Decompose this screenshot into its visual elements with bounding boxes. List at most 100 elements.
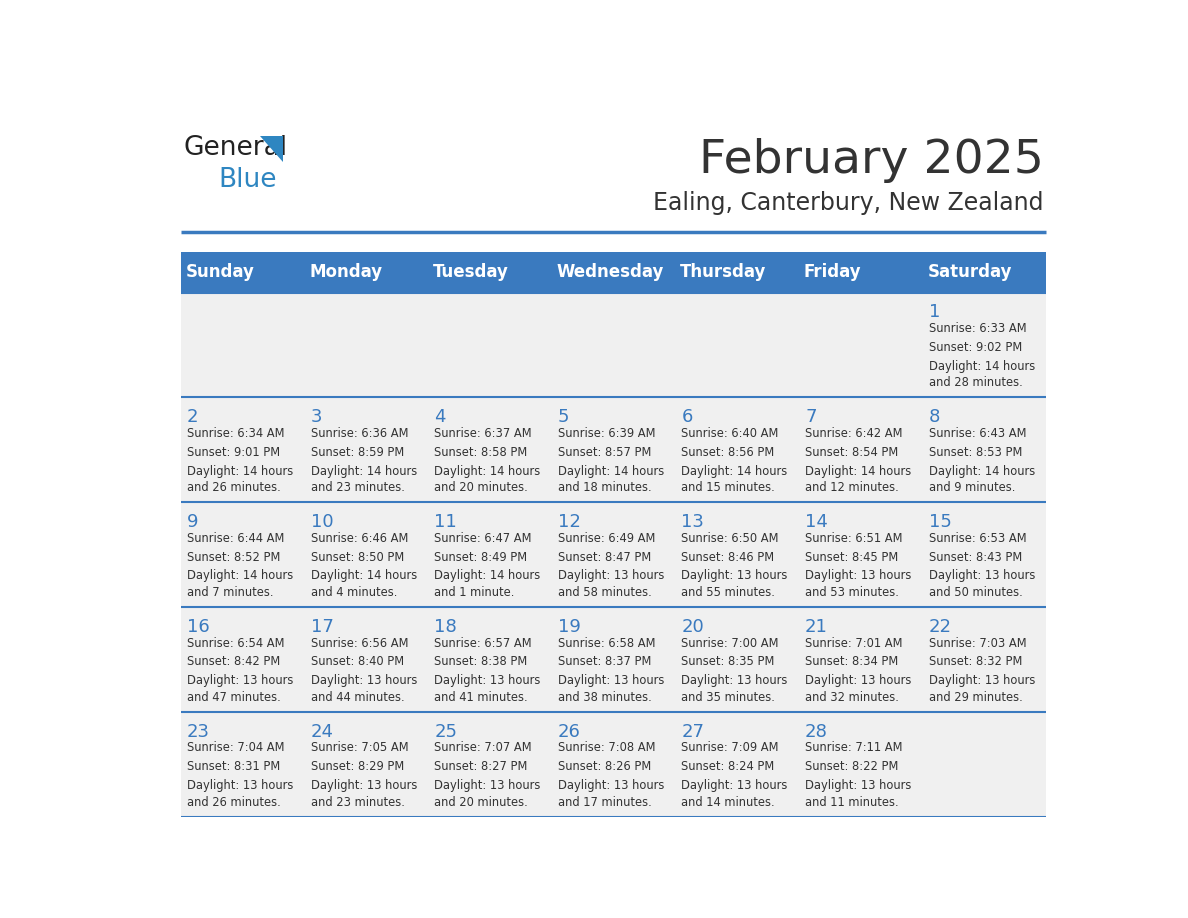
Bar (181, 502, 1047, 607)
Text: Sunrise: 6:36 AM: Sunrise: 6:36 AM (310, 427, 407, 440)
Text: Daylight: 13 hours: Daylight: 13 hours (187, 779, 293, 792)
Text: and 41 minutes.: and 41 minutes. (434, 691, 527, 704)
Text: Sunset: 8:53 PM: Sunset: 8:53 PM (929, 445, 1022, 459)
Text: Sunset: 8:57 PM: Sunset: 8:57 PM (558, 445, 651, 459)
Text: Daylight: 14 hours: Daylight: 14 hours (805, 465, 911, 477)
Text: 1: 1 (929, 303, 940, 321)
Text: Monday: Monday (309, 263, 383, 281)
Text: Sunset: 8:37 PM: Sunset: 8:37 PM (558, 655, 651, 668)
Text: 16: 16 (187, 618, 209, 635)
Text: 18: 18 (434, 618, 457, 635)
Text: and 23 minutes.: and 23 minutes. (310, 796, 404, 809)
Text: 24: 24 (310, 722, 334, 741)
Text: Sunrise: 7:03 AM: Sunrise: 7:03 AM (929, 636, 1026, 650)
Text: Sunrise: 7:05 AM: Sunrise: 7:05 AM (310, 742, 409, 755)
Text: Daylight: 13 hours: Daylight: 13 hours (682, 675, 788, 688)
Text: Daylight: 13 hours: Daylight: 13 hours (805, 675, 911, 688)
Text: and 9 minutes.: and 9 minutes. (929, 481, 1015, 495)
Text: and 4 minutes.: and 4 minutes. (310, 587, 397, 599)
Text: Daylight: 13 hours: Daylight: 13 hours (682, 569, 788, 582)
Text: 10: 10 (310, 513, 333, 531)
Text: 2: 2 (187, 408, 198, 426)
Text: and 12 minutes.: and 12 minutes. (805, 481, 899, 495)
Text: 28: 28 (805, 722, 828, 741)
Text: Sunrise: 6:58 AM: Sunrise: 6:58 AM (558, 636, 656, 650)
Text: 26: 26 (558, 722, 581, 741)
Text: and 26 minutes.: and 26 minutes. (187, 481, 280, 495)
Text: Daylight: 14 hours: Daylight: 14 hours (310, 465, 417, 477)
Text: 8: 8 (929, 408, 940, 426)
Text: and 55 minutes.: and 55 minutes. (682, 587, 776, 599)
Text: 4: 4 (434, 408, 446, 426)
Text: Sunrise: 7:09 AM: Sunrise: 7:09 AM (682, 742, 779, 755)
Text: and 15 minutes.: and 15 minutes. (682, 481, 776, 495)
Bar (181, 397, 1047, 502)
Text: 9: 9 (187, 513, 198, 531)
Text: Daylight: 13 hours: Daylight: 13 hours (558, 675, 664, 688)
Text: and 11 minutes.: and 11 minutes. (805, 796, 898, 809)
Text: Sunset: 9:02 PM: Sunset: 9:02 PM (929, 341, 1022, 353)
Text: Sunrise: 6:46 AM: Sunrise: 6:46 AM (310, 532, 407, 544)
Text: February 2025: February 2025 (699, 139, 1043, 184)
Text: Saturday: Saturday (928, 263, 1012, 281)
Text: Sunrise: 7:00 AM: Sunrise: 7:00 AM (682, 636, 779, 650)
Text: Sunrise: 7:07 AM: Sunrise: 7:07 AM (434, 742, 532, 755)
Text: Sunrise: 7:08 AM: Sunrise: 7:08 AM (558, 742, 656, 755)
Text: Sunrise: 6:49 AM: Sunrise: 6:49 AM (558, 532, 656, 544)
Text: General: General (183, 135, 287, 161)
Text: 20: 20 (682, 618, 704, 635)
Text: Daylight: 13 hours: Daylight: 13 hours (310, 675, 417, 688)
Text: and 20 minutes.: and 20 minutes. (434, 796, 527, 809)
Text: Blue: Blue (219, 167, 277, 193)
Text: 7: 7 (805, 408, 816, 426)
Text: Sunrise: 6:40 AM: Sunrise: 6:40 AM (682, 427, 779, 440)
Text: Sunrise: 6:37 AM: Sunrise: 6:37 AM (434, 427, 532, 440)
Text: and 28 minutes.: and 28 minutes. (929, 376, 1023, 389)
Text: Daylight: 13 hours: Daylight: 13 hours (558, 779, 664, 792)
Text: and 50 minutes.: and 50 minutes. (929, 587, 1023, 599)
Text: and 38 minutes.: and 38 minutes. (558, 691, 651, 704)
Text: Wednesday: Wednesday (557, 263, 664, 281)
Text: Sunrise: 6:54 AM: Sunrise: 6:54 AM (187, 636, 284, 650)
Text: Sunrise: 6:57 AM: Sunrise: 6:57 AM (434, 636, 532, 650)
Text: Ealing, Canterbury, New Zealand: Ealing, Canterbury, New Zealand (653, 192, 1043, 216)
Text: Sunset: 8:22 PM: Sunset: 8:22 PM (805, 760, 898, 773)
Text: Daylight: 13 hours: Daylight: 13 hours (805, 569, 911, 582)
Text: Daylight: 13 hours: Daylight: 13 hours (434, 779, 541, 792)
Text: Sunset: 8:27 PM: Sunset: 8:27 PM (434, 760, 527, 773)
Text: Daylight: 14 hours: Daylight: 14 hours (929, 360, 1035, 373)
Text: Sunrise: 6:56 AM: Sunrise: 6:56 AM (310, 636, 407, 650)
Text: Daylight: 13 hours: Daylight: 13 hours (682, 779, 788, 792)
Text: Sunset: 8:42 PM: Sunset: 8:42 PM (187, 655, 280, 668)
Text: Sunset: 8:32 PM: Sunset: 8:32 PM (929, 655, 1022, 668)
Text: 6: 6 (682, 408, 693, 426)
Text: 22: 22 (929, 618, 952, 635)
Text: Daylight: 13 hours: Daylight: 13 hours (434, 675, 541, 688)
Text: Sunrise: 6:44 AM: Sunrise: 6:44 AM (187, 532, 284, 544)
Text: Sunday: Sunday (185, 263, 254, 281)
Text: Sunrise: 6:43 AM: Sunrise: 6:43 AM (929, 427, 1026, 440)
Text: Daylight: 13 hours: Daylight: 13 hours (929, 569, 1035, 582)
Text: Daylight: 14 hours: Daylight: 14 hours (187, 569, 293, 582)
Text: Sunrise: 7:11 AM: Sunrise: 7:11 AM (805, 742, 903, 755)
Text: Sunset: 8:49 PM: Sunset: 8:49 PM (434, 551, 527, 564)
Text: and 7 minutes.: and 7 minutes. (187, 587, 273, 599)
Bar (181, 712, 1047, 817)
Text: Sunrise: 6:33 AM: Sunrise: 6:33 AM (929, 322, 1026, 335)
Text: 25: 25 (434, 722, 457, 741)
Text: 21: 21 (805, 618, 828, 635)
Text: Daylight: 14 hours: Daylight: 14 hours (187, 465, 293, 477)
Text: Daylight: 14 hours: Daylight: 14 hours (558, 465, 664, 477)
Text: Sunrise: 6:47 AM: Sunrise: 6:47 AM (434, 532, 532, 544)
Polygon shape (260, 136, 283, 162)
Text: Daylight: 13 hours: Daylight: 13 hours (310, 779, 417, 792)
Text: Sunset: 8:29 PM: Sunset: 8:29 PM (310, 760, 404, 773)
Text: Sunset: 8:40 PM: Sunset: 8:40 PM (310, 655, 404, 668)
Text: Friday: Friday (804, 263, 861, 281)
Text: Daylight: 13 hours: Daylight: 13 hours (187, 675, 293, 688)
Text: Sunrise: 6:34 AM: Sunrise: 6:34 AM (187, 427, 284, 440)
Text: 5: 5 (558, 408, 569, 426)
Text: and 23 minutes.: and 23 minutes. (310, 481, 404, 495)
Text: Sunset: 8:31 PM: Sunset: 8:31 PM (187, 760, 280, 773)
Text: Daylight: 14 hours: Daylight: 14 hours (310, 569, 417, 582)
